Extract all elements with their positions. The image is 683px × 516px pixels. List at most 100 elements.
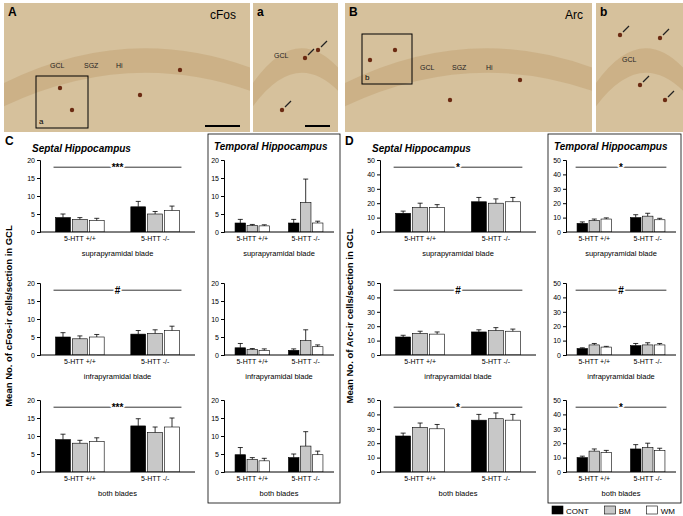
error-bar — [250, 349, 255, 350]
tick: 5-HTT +/+ — [236, 355, 268, 365]
chart-title: infrapyramidal blade — [587, 372, 655, 381]
error-cap — [315, 344, 320, 345]
tick: 0 — [371, 469, 380, 476]
bar — [288, 223, 299, 232]
bar — [488, 203, 503, 232]
error-bar — [262, 225, 267, 226]
y-axis-line — [377, 161, 381, 233]
tick: 20 — [27, 280, 40, 287]
region-label: Hi — [486, 64, 493, 71]
tissue-band — [4, 48, 250, 106]
error-bar — [77, 440, 82, 443]
error-stem — [647, 443, 648, 447]
panel-letter: b — [600, 5, 607, 19]
legend-label: CONT — [566, 507, 589, 516]
error-bar — [60, 214, 65, 218]
tick-label: 20 — [553, 200, 561, 207]
tick-label: 10 — [211, 316, 219, 323]
tick-mark — [221, 301, 224, 302]
error-cap — [291, 348, 296, 349]
tick-mark — [563, 472, 566, 473]
bar — [72, 339, 87, 355]
error-bar — [633, 215, 638, 218]
bar — [312, 347, 323, 355]
tick-label: 10 — [553, 337, 561, 344]
x-axis: 5-HTT +/+5-HTT -/- — [380, 232, 536, 242]
region-title: Septal Hippocampus — [372, 143, 471, 154]
tick: 10 — [211, 193, 224, 200]
category-label: 5-HTT -/- — [292, 235, 321, 242]
tick: 20 — [553, 200, 566, 207]
error-bar — [633, 343, 638, 345]
tick: 0 — [31, 469, 40, 476]
category-label: 5-HTT +/+ — [64, 358, 96, 365]
significance-label: # — [115, 285, 121, 296]
tick-label: 20 — [211, 157, 219, 164]
tick: 20 — [211, 157, 224, 164]
bar — [601, 347, 612, 355]
error-cap — [153, 329, 158, 330]
tick: 0 — [31, 352, 40, 359]
category-label: 5-HTT -/- — [141, 475, 170, 482]
tick-mark — [377, 297, 380, 298]
x-axis-line — [566, 355, 676, 356]
region-title: Temporal Hippocampus — [554, 141, 668, 152]
chart-title: both blades — [602, 489, 641, 498]
x-axis-line — [40, 355, 195, 356]
error-bar — [493, 199, 498, 203]
tick-label: 0 — [557, 469, 561, 476]
tick-label: 20 — [211, 280, 219, 287]
bar — [89, 220, 104, 232]
error-bar — [303, 179, 308, 202]
stained-cell — [393, 48, 397, 52]
error-cap — [476, 329, 481, 330]
error-cap — [580, 347, 585, 348]
x-axis: 5-HTT +/+5-HTT -/- — [566, 232, 676, 242]
legend-swatch — [605, 506, 616, 514]
significance-label: * — [619, 402, 623, 413]
error-bar — [645, 343, 650, 345]
tick-mark — [563, 326, 566, 327]
x-axis-line — [40, 232, 195, 233]
x-axis-line — [380, 472, 536, 473]
tick: 10 — [367, 454, 380, 461]
bar — [165, 331, 180, 355]
tick: 10 — [367, 337, 380, 344]
error-cap — [250, 348, 255, 349]
tick: 5-HTT -/- — [634, 472, 663, 482]
x-axis: 5-HTT +/+5-HTT -/- — [380, 355, 536, 365]
legend-label: WM — [661, 507, 676, 516]
x-axis-line — [566, 232, 676, 233]
tick-mark — [377, 160, 380, 161]
error-bar — [476, 330, 481, 332]
tick-label: 10 — [27, 316, 35, 323]
inset-letter: b — [365, 73, 370, 82]
y-axis-line — [563, 284, 567, 356]
tick-mark — [377, 203, 380, 204]
error-bar — [580, 347, 585, 349]
panel-letter: D — [345, 134, 354, 148]
bar — [312, 223, 323, 232]
chart-title: suprapyramidal blade — [243, 249, 315, 258]
tick: 30 — [553, 426, 566, 433]
tick-label: 50 — [367, 157, 375, 164]
error-cap — [170, 206, 175, 207]
tick-label: 15 — [211, 415, 219, 422]
y-axis-line — [377, 401, 381, 473]
y-axis-title: Mean No. of cFos-ir cells/section in GCL — [3, 225, 14, 407]
panel-letter: A — [8, 5, 17, 19]
bar-chart: 051015205-HTT +/+5-HTT -/-infrapyramidal… — [211, 280, 334, 381]
error-stem — [138, 331, 139, 335]
bar — [89, 441, 104, 472]
error-bar — [153, 211, 158, 214]
bar — [471, 332, 486, 355]
error-bar — [238, 448, 243, 455]
tick: 0 — [557, 352, 566, 359]
error-stem — [317, 451, 318, 455]
error-cap — [633, 444, 638, 445]
error-cap — [94, 437, 99, 438]
error-cap — [303, 179, 308, 180]
error-cap — [645, 342, 650, 343]
tick-mark — [377, 458, 380, 459]
tick: 50 — [553, 397, 566, 404]
